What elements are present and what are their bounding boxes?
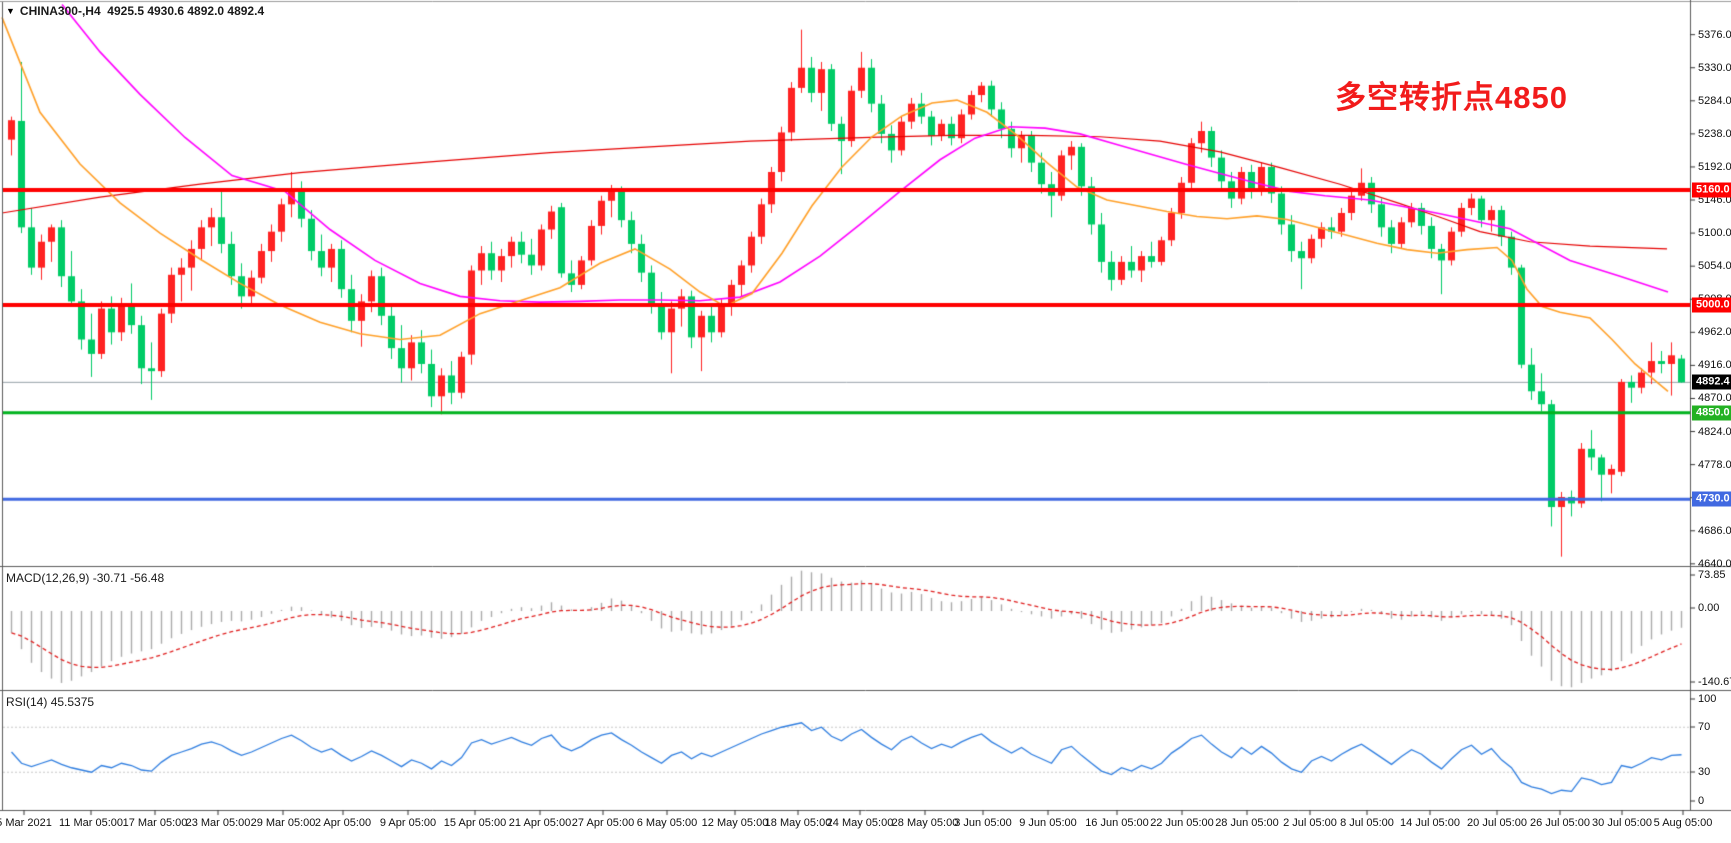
time-axis[interactable] [0,810,1731,843]
price-axis[interactable] [1690,0,1731,810]
annotation-text[interactable]: 多空转折点4850 [1335,80,1568,115]
